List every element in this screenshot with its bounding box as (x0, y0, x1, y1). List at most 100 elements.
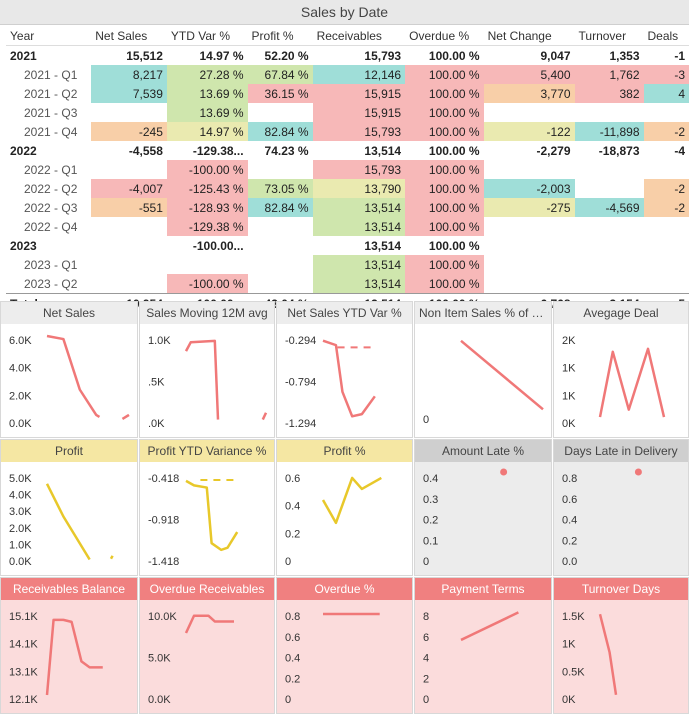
y-tick-label: 2.0K (9, 523, 32, 535)
line-chart: -0.418 -0.918 -1.418 (148, 473, 239, 568)
table-row[interactable]: 2022 - Q1 -100.00 % 15,793 100.00 % (6, 160, 689, 179)
kpi-tile[interactable]: Net Sales 6.0K 4.0K 2.0K 0.0K (0, 301, 138, 438)
table-cell (248, 103, 313, 122)
table-row[interactable]: 2021 - Q4 -245 14.97 % 82.84 % 15,793 100.00 … (6, 122, 689, 141)
table-cell (644, 103, 689, 122)
kpi-tile[interactable]: Profit % 0.6 0.4 0.2 0 (276, 439, 413, 576)
table-cell: 13,514 (312, 198, 406, 217)
table-row[interactable]: 2021 - Q1 8,217 27.28 % 67.84 % 12,146 100.00… (6, 65, 689, 84)
table-cell (91, 255, 167, 274)
table-cell: 74.23 % (264, 143, 309, 158)
kpi-tile[interactable]: Avegage Deal 2K 1K 1K 0K (553, 301, 689, 438)
table-cell: 15,793 (312, 160, 406, 179)
column-header[interactable]: Net Sales (91, 26, 167, 46)
table-row[interactable]: 2021 15,512 14.97 % 52.20 % 15,793 100.00 % 9,… (6, 46, 689, 66)
row-label: 2022 - Q1 (24, 162, 78, 177)
kpi-tile[interactable]: Net Sales YTD Var % -0.294 -0.794 -1.294 (276, 301, 413, 438)
series-line[interactable] (46, 334, 101, 418)
kpi-tile[interactable]: Payment Terms 8 6 4 2 0 (414, 577, 552, 714)
tile-title: Avegage Deal (554, 302, 688, 324)
series-line[interactable] (45, 483, 91, 561)
row-label: 2022 - Q3 (24, 200, 78, 215)
y-tick-label: 1.0K (9, 539, 32, 551)
column-header[interactable]: Deals (643, 26, 689, 46)
line-chart: 1.0K .5K .0K (148, 335, 268, 430)
series-line[interactable] (321, 476, 382, 525)
table-row[interactable]: 2021 - Q2 7,539 13.69 % 36.15 % 15,915 100.00… (6, 84, 689, 103)
series-line[interactable] (109, 555, 114, 560)
column-header[interactable]: Turnover (574, 26, 644, 46)
kpi-tile[interactable]: Non Item Sales % of T... 0 (414, 301, 552, 438)
table-row[interactable]: 2022 - Q4 -129.38 % 13,514 100.00 % (6, 217, 689, 236)
data-point[interactable] (500, 468, 508, 476)
table-cell (91, 103, 167, 122)
table-cell: 100.00 % (405, 65, 484, 84)
series-line[interactable] (185, 479, 239, 552)
table-cell: 15,793 (312, 122, 406, 141)
row-label: 2023 (10, 238, 37, 253)
matrix-table: Year Net Sales YTD Var % Profit % Receivable… (6, 26, 689, 313)
y-tick-label: 5.0K (9, 473, 32, 485)
y-tick-label: .5K (148, 377, 165, 389)
kpi-tile[interactable]: Days Late in Delivery 0.8 0.6 0.4 0.2 0.0 (553, 439, 689, 576)
table-cell: 13.69 % (166, 84, 248, 103)
series-line[interactable] (322, 339, 376, 418)
kpi-tile[interactable]: Profit 5.0K 4.0K 3.0K 2.0K 1.0K 0.0K (0, 439, 138, 576)
line-chart: 0 (423, 339, 544, 426)
series-line[interactable] (184, 339, 220, 420)
column-header[interactable]: Net Change (483, 26, 575, 46)
column-header[interactable]: YTD Var % (166, 26, 248, 46)
series-line[interactable] (460, 339, 544, 411)
table-cell (484, 274, 575, 294)
table-cell (167, 255, 248, 274)
table-row[interactable]: 2023 - Q1 13,514 100.00 % (6, 255, 689, 274)
kpi-tile[interactable]: Sales Moving 12M avg 1.0K .5K .0K (139, 301, 275, 438)
line-chart: 8 6 4 2 0 (423, 611, 519, 706)
kpi-tile[interactable]: Amount Late % 0.4 0.3 0.2 0.1 0 (414, 439, 552, 576)
table-cell (248, 274, 313, 294)
table-cell (575, 274, 644, 294)
y-tick-label: 0.1 (423, 535, 438, 547)
table-cell (575, 160, 644, 179)
table-cell: -100.00... (192, 238, 244, 253)
y-tick-label: 15.1K (9, 611, 38, 623)
table-cell: 82.84 % (247, 198, 313, 217)
kpi-tile[interactable]: Overdue Receivables 10.0K 5.0K 0.0K (139, 577, 275, 714)
table-cell: 1,353 (609, 48, 640, 63)
kpi-tile[interactable]: Profit YTD Variance % -0.418 -0.918 -1.418 (139, 439, 275, 576)
table-cell (484, 217, 575, 236)
kpi-tile[interactable]: Overdue % 0.8 0.6 0.4 0.2 0 (276, 577, 413, 714)
data-point[interactable] (634, 468, 642, 476)
kpi-tile[interactable]: Receivables Balance 15.1K 14.1K 13.1K 12.1K (0, 577, 138, 714)
series-line[interactable] (460, 611, 519, 642)
y-tick-label: 0 (423, 694, 429, 706)
series-line[interactable] (45, 618, 103, 696)
column-header[interactable]: Profit % (247, 26, 313, 46)
table-row[interactable]: 2022 - Q3 -551 -128.93 % 82.84 % 13,514 100.0… (6, 198, 689, 217)
table-row[interactable]: 2023 -100.00... 13,514 100.00 % (6, 236, 689, 255)
kpi-tile[interactable]: Turnover Days 1.5K 1K 0.5K 0K (553, 577, 689, 714)
table-row[interactable]: 2022 - Q2 -4,007 -125.43 % 73.05 % 13,790 100… (6, 179, 689, 198)
table-cell (91, 217, 167, 236)
series-line[interactable] (598, 613, 618, 695)
table-cell: 100.00 % (405, 255, 484, 274)
table-row[interactable]: 2023 - Q2 -100.00 % 13,514 100.00 % (6, 274, 689, 294)
column-header[interactable]: Receivables (312, 26, 406, 46)
series-line[interactable] (184, 614, 234, 634)
table-cell: -1 (674, 48, 685, 63)
tile-title: Profit YTD Variance % (140, 440, 274, 462)
series-line[interactable] (121, 413, 130, 421)
table-cell: 100.00 % (405, 122, 484, 141)
table-cell: 15,512 (126, 48, 163, 63)
table-cell (644, 274, 689, 294)
table-row[interactable]: 2022 -4,558 -129.38... 74.23 % 13,514 100.00 … (6, 141, 689, 160)
y-tick-label: 4.0K (9, 490, 32, 502)
tile-title: Turnover Days (554, 578, 688, 600)
series-line[interactable] (261, 412, 268, 421)
series-line[interactable] (598, 347, 666, 418)
y-tick-label: 1K (562, 390, 576, 402)
line-chart: 0.6 0.4 0.2 0 (285, 473, 382, 568)
column-header[interactable]: Overdue % (405, 26, 484, 46)
table-row[interactable]: 2021 - Q3 13.69 % 15,915 100.00 % (6, 103, 689, 122)
column-header[interactable]: Year (6, 26, 92, 46)
